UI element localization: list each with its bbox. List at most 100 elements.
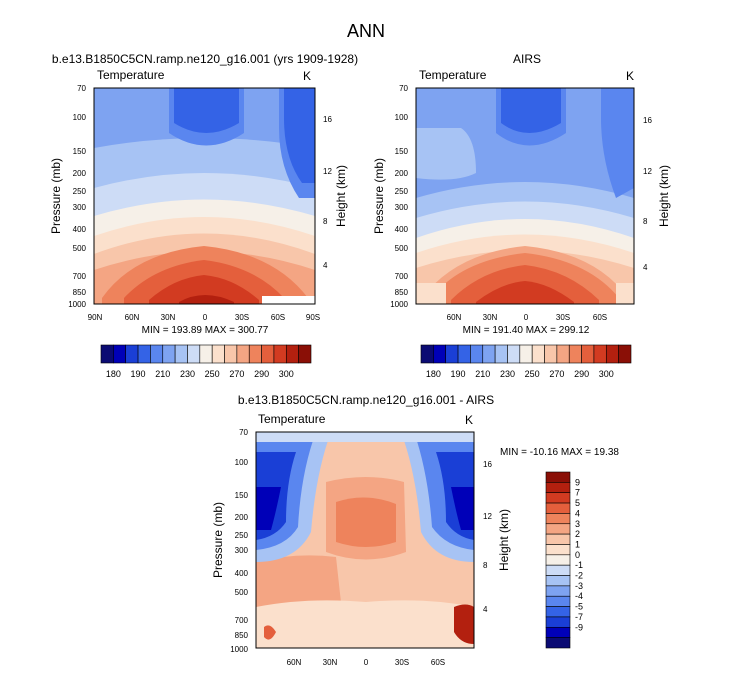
p1-xtick: 30N <box>161 313 176 322</box>
colorbar-label: 210 <box>155 369 170 379</box>
p2-ptick: 850 <box>395 288 409 297</box>
p1-xtick: 30S <box>235 313 249 322</box>
panel3-variable: Temperature <box>258 412 326 426</box>
colorbar-label: 300 <box>279 369 294 379</box>
p2-ptick: 1000 <box>390 300 408 309</box>
colorbar-swatch <box>224 344 238 364</box>
panel-airs: AIRS Temperature K 70 100 150 200 <box>372 52 671 336</box>
p3-xtick: 60N <box>287 658 302 667</box>
colorbar-airs: 180 190 210 230 250 270 290 300 <box>420 344 632 379</box>
colorbar-swatch <box>618 344 632 364</box>
colorbar-label: -7 <box>575 612 583 622</box>
colorbar-swatch <box>545 606 571 618</box>
colorbar-label: 250 <box>525 369 540 379</box>
colorbar-swatch <box>545 502 571 514</box>
colorbar-swatch <box>199 344 213 364</box>
colorbar-swatch <box>593 344 607 364</box>
colorbar-swatch <box>545 513 571 525</box>
p3-htick: 16 <box>483 460 492 469</box>
colorbar-label: -9 <box>575 622 583 632</box>
p2-xtick: 0 <box>524 313 529 322</box>
p1-ptick: 400 <box>73 225 87 234</box>
figure-title: ANN <box>347 21 385 41</box>
colorbar-swatch <box>507 344 521 364</box>
colorbar-swatch <box>545 482 571 494</box>
colorbar-model: 180 190 210 230 250 270 290 300 <box>100 344 312 379</box>
panel1-subtitle: b.e13.B1850C5CN.ramp.ne120_g16.001 (yrs … <box>52 52 358 66</box>
p1-ylabel2: Height (km) <box>334 165 348 227</box>
colorbar-swatch <box>420 344 434 364</box>
colorbar-label: 230 <box>180 369 195 379</box>
colorbar-label: 230 <box>500 369 515 379</box>
colorbar-label: 0 <box>575 550 580 560</box>
panel-difference: b.e13.B1850C5CN.ramp.ne120_g16.001 - AIR… <box>211 393 619 667</box>
p1-xtick: 90N <box>88 313 103 322</box>
colorbar-label: 300 <box>599 369 614 379</box>
colorbar-label: 9 <box>575 477 580 487</box>
colorbar-label: -1 <box>575 560 583 570</box>
p3-ptick: 150 <box>235 491 249 500</box>
p2-xtick: 60N <box>447 313 462 322</box>
p3-ptick: 70 <box>239 428 248 437</box>
p3-ptick: 250 <box>235 531 249 540</box>
colorbar-swatch <box>545 554 571 566</box>
p2-ylabel: Pressure (mb) <box>372 158 386 234</box>
panel2-variable: Temperature <box>419 68 487 82</box>
p3-ptick: 300 <box>235 546 249 555</box>
p3-htick: 8 <box>483 561 488 570</box>
p3-ptick: 200 <box>235 513 249 522</box>
panel2-units: K <box>626 69 634 83</box>
p2-stats: MIN = 191.40 MAX = 299.12 <box>463 325 590 336</box>
colorbar-swatch <box>545 637 571 649</box>
colorbar-swatch <box>125 344 139 364</box>
p2-ptick: 400 <box>395 225 409 234</box>
colorbar-swatch <box>556 344 570 364</box>
p1-ptick: 70 <box>77 84 86 93</box>
p3-ptick: 1000 <box>230 645 248 654</box>
colorbar-swatch <box>137 344 151 364</box>
colorbar-label: 210 <box>475 369 490 379</box>
p3-ylabel: Pressure (mb) <box>211 502 225 578</box>
panel2-subtitle: AIRS <box>513 52 541 66</box>
colorbar-swatch <box>174 344 188 364</box>
colorbar-swatch <box>211 344 225 364</box>
p3-ptick: 500 <box>235 588 249 597</box>
p1-htick: 4 <box>323 261 328 270</box>
p1-stats: MIN = 193.89 MAX = 300.77 <box>142 325 269 336</box>
colorbar-label: 190 <box>451 369 466 379</box>
p1-ptick: 850 <box>73 288 87 297</box>
colorbar-swatch <box>545 544 571 556</box>
colorbar-swatch <box>544 344 558 364</box>
p3-stats: MIN = -10.16 MAX = 19.38 <box>500 447 619 458</box>
colorbar-swatch <box>150 344 164 364</box>
colorbar-swatch <box>545 523 571 535</box>
colorbar-swatch <box>605 344 619 364</box>
panel2-frame <box>415 87 635 305</box>
p2-xtick: 60S <box>593 313 607 322</box>
colorbar-swatch <box>433 344 447 364</box>
colorbar-label: 270 <box>549 369 564 379</box>
colorbar-swatch <box>545 575 571 587</box>
panel3-frame <box>255 431 475 649</box>
p1-ptick: 250 <box>73 187 87 196</box>
colorbar-label: 180 <box>426 369 441 379</box>
p1-xtick: 60N <box>125 313 140 322</box>
colorbar-swatch <box>236 344 250 364</box>
p3-ptick: 700 <box>235 616 249 625</box>
colorbar-swatch <box>457 344 471 364</box>
p1-xtick: 90S <box>306 313 320 322</box>
p1-ptick: 700 <box>73 272 87 281</box>
colorbar-swatch <box>545 616 571 628</box>
p2-htick: 12 <box>643 167 652 176</box>
colorbar-label: -3 <box>575 581 583 591</box>
colorbar-swatch <box>545 471 571 483</box>
colorbar-label: 4 <box>575 508 580 518</box>
colorbar-label: 1 <box>575 539 580 549</box>
p3-xtick: 60S <box>431 658 445 667</box>
panel2-plot <box>416 88 634 304</box>
panel1-units: K <box>303 69 311 83</box>
colorbar-swatch <box>545 595 571 607</box>
panel3-plot <box>256 432 474 648</box>
colorbar-label: -4 <box>575 591 583 601</box>
